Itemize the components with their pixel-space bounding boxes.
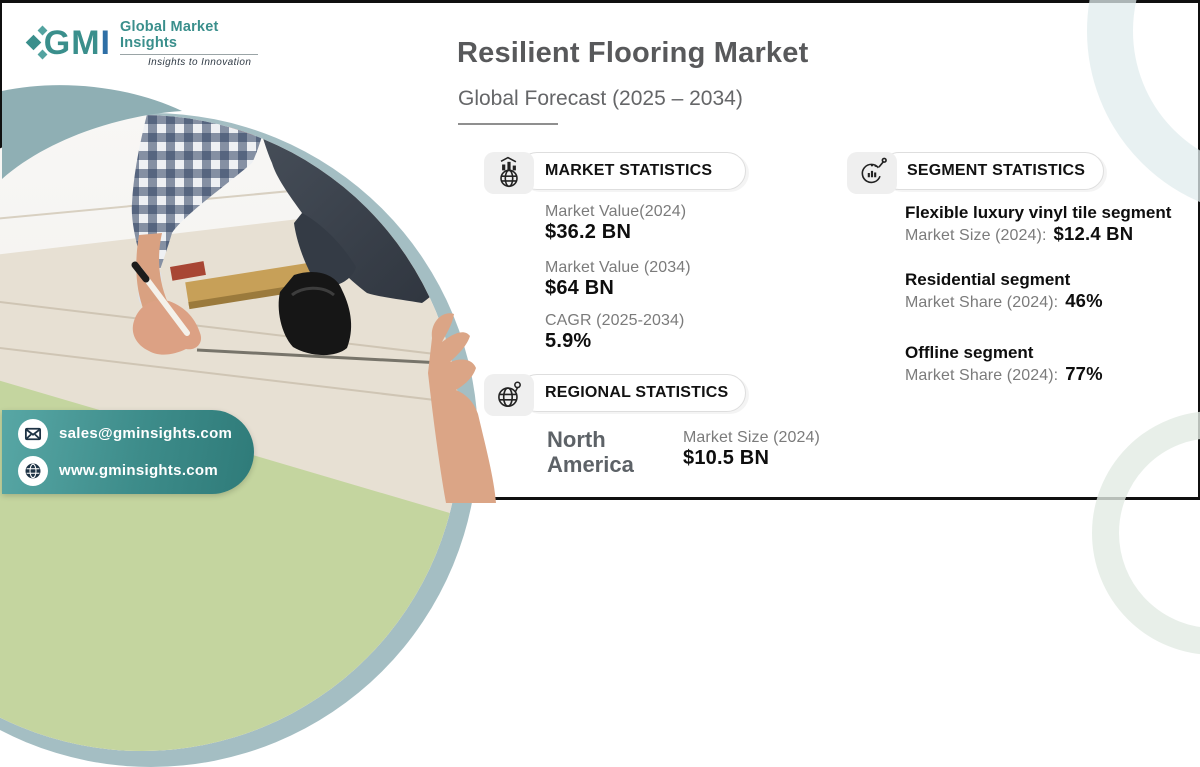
red-tool [169, 261, 206, 281]
contact-banner: sales@gminsights.com www.gminsights.com [2, 410, 254, 494]
segment-offline: Offline segment Market Share (2024): 77% [905, 343, 1103, 384]
gmi-wordmark: GMI [43, 24, 111, 62]
page-subtitle: Global Forecast (2025 – 2034) [458, 87, 743, 110]
contact-email-row[interactable]: sales@gminsights.com [18, 418, 254, 449]
person-forearm [136, 233, 168, 311]
regional-statistics-heading: REGIONAL STATISTICS [518, 374, 746, 412]
pie-magnifier-icon [861, 157, 887, 184]
gmi-logo: GMI Global Market Insights Insights to I… [25, 17, 258, 69]
email-icon [18, 418, 48, 449]
segment-statistics-icon-box [847, 152, 897, 194]
region-name: North America [547, 427, 634, 478]
market-stat-cagr: CAGR (2025-2034) 5.9% [545, 312, 685, 352]
globe-pin-icon [498, 381, 521, 407]
timber-block [185, 261, 320, 307]
teal-crescent-decoration [2, 85, 182, 179]
segment-residential: Residential segment Market Share (2024):… [905, 270, 1103, 311]
website-globe-icon [18, 455, 48, 486]
gmi-diamond-icon [25, 23, 48, 63]
segment-flexible-lvt: Flexible luxury vinyl tile segment Marke… [905, 203, 1172, 244]
person-shin [294, 213, 356, 287]
contact-website[interactable]: www.gminsights.com [59, 462, 219, 479]
logo-company-name: Global Market Insights [120, 18, 219, 51]
logo-divider [120, 53, 258, 55]
contact-email[interactable]: sales@gminsights.com [59, 425, 233, 442]
person-marking-hand [132, 299, 202, 355]
regional-stat: Market Size (2024) $10.5 BN [683, 429, 820, 469]
regional-statistics-icon-box [484, 374, 534, 416]
page-title: Resilient Flooring Market [457, 37, 809, 69]
plank-seam [0, 347, 460, 404]
ring-decoration-bottom-right [1092, 411, 1200, 655]
metal-ruler [196, 348, 460, 366]
market-statistics-icon-box [484, 152, 534, 194]
contact-website-row[interactable]: www.gminsights.com [18, 455, 254, 486]
pencil-tip [131, 261, 150, 283]
shoe-highlight [291, 286, 335, 297]
market-statistics-heading: MARKET STATISTICS [518, 152, 746, 190]
logo-tagline: Insights to Innovation [148, 56, 252, 68]
market-stat-value-2024: Market Value(2024) $36.2 BN [545, 203, 687, 243]
globe-chart-icon [500, 156, 518, 188]
person-shirt [131, 115, 268, 293]
market-stat-value-2034: Market Value (2034) $64 BN [545, 259, 691, 299]
helper-hand [428, 313, 496, 503]
corner-arc-decoration-top-right [1087, 0, 1200, 217]
subtitle-underline [458, 123, 558, 125]
segment-statistics-heading: SEGMENT STATISTICS [880, 152, 1104, 190]
